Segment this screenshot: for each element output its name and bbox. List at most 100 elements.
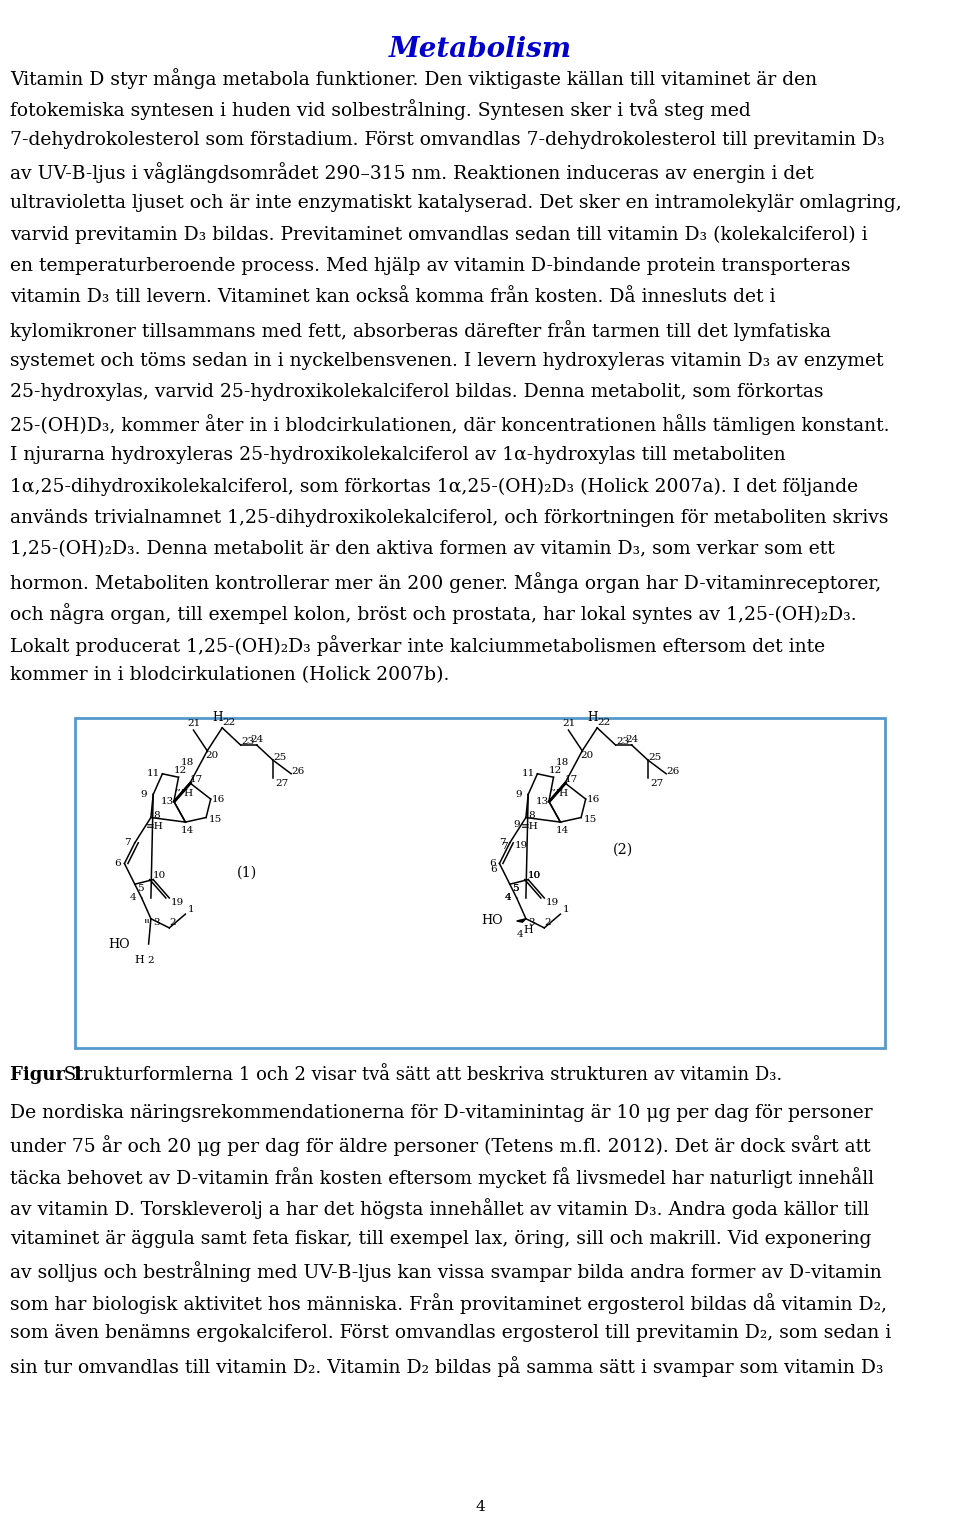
Text: 9: 9 <box>516 790 522 799</box>
Text: 1: 1 <box>188 905 195 914</box>
Text: 3: 3 <box>528 918 535 926</box>
Text: HO: HO <box>481 914 503 927</box>
Text: 21: 21 <box>562 718 575 727</box>
Text: hormon. Metaboliten kontrollerar mer än 200 gener. Många organ har D-vitaminrece: hormon. Metaboliten kontrollerar mer än … <box>10 571 881 593</box>
Text: H: H <box>523 924 533 935</box>
Text: ’’’H: ’’’H <box>175 788 194 798</box>
Text: 4: 4 <box>504 894 511 903</box>
Text: 9: 9 <box>141 790 147 799</box>
Text: HO: HO <box>108 938 131 950</box>
Text: varvid previtamin D₃ bildas. Previtaminet omvandlas sedan till vitamin D₃ (kolek: varvid previtamin D₃ bildas. Previtamine… <box>10 226 868 244</box>
Text: används trivialnamnet 1,25-dihydroxikolekalciferol, och förkortningen för metabo: används trivialnamnet 1,25-dihydroxikole… <box>10 509 889 527</box>
Text: 11: 11 <box>147 769 159 778</box>
Text: ": " <box>143 920 149 932</box>
Text: 24: 24 <box>250 735 263 744</box>
Text: 2: 2 <box>544 918 551 926</box>
Text: 13: 13 <box>536 798 548 805</box>
Text: 26: 26 <box>292 767 304 776</box>
Text: 7: 7 <box>501 842 508 851</box>
Text: ultravioletta ljuset och är inte enzymatiskt katalyserad. Det sker en intramolek: ultravioletta ljuset och är inte enzymat… <box>10 194 901 212</box>
Text: De nordiska näringsrekommendationerna för D-vitaminintag är 10 μg per dag för pe: De nordiska näringsrekommendationerna fö… <box>10 1105 873 1122</box>
Text: Figur 1.: Figur 1. <box>10 1067 90 1083</box>
Text: kylomikroner tillsammans med fett, absorberas därefter från tarmen till det lymf: kylomikroner tillsammans med fett, absor… <box>10 319 831 341</box>
Text: 7-dehydrokolesterol som förstadium. Först omvandlas 7-dehydrokolesterol till pre: 7-dehydrokolesterol som förstadium. Förs… <box>10 131 884 150</box>
Text: täcka behovet av D-vitamin från kosten eftersom mycket få livsmedel har naturlig: täcka behovet av D-vitamin från kosten e… <box>10 1167 874 1187</box>
Text: ≡H: ≡H <box>146 822 163 831</box>
Text: 27: 27 <box>650 778 663 787</box>
Text: 3: 3 <box>154 918 160 926</box>
Text: 23: 23 <box>616 736 629 746</box>
Text: 17: 17 <box>565 775 579 784</box>
Text: 2: 2 <box>169 918 176 926</box>
Text: 14: 14 <box>181 825 194 834</box>
Text: 12: 12 <box>174 766 187 775</box>
Text: Strukturformlerna 1 och 2 visar två sätt att beskriva strukturen av vitamin D₃.: Strukturformlerna 1 och 2 visar två sätt… <box>58 1067 782 1083</box>
Text: 6: 6 <box>114 859 121 868</box>
Text: 19: 19 <box>171 898 184 908</box>
Text: 1: 1 <box>563 905 569 914</box>
Text: av UV-B-ljus i våglängdsområdet 290–315 nm. Reaktionen induceras av energin i de: av UV-B-ljus i våglängdsområdet 290–315 … <box>10 162 814 183</box>
Text: 20: 20 <box>205 750 219 759</box>
Text: 9: 9 <box>514 821 520 828</box>
Text: 22: 22 <box>223 718 236 726</box>
Text: 4: 4 <box>504 894 511 903</box>
Text: Vitamin D styr många metabola funktioner. Den viktigaste källan till vitaminet ä: Vitamin D styr många metabola funktioner… <box>10 69 817 89</box>
Text: 25-hydroxylas, varvid 25-hydroxikolekalciferol bildas. Denna metabolit, som förk: 25-hydroxylas, varvid 25-hydroxikolekalc… <box>10 384 824 400</box>
Text: 10: 10 <box>153 871 165 880</box>
Text: 1,25-(OH)₂D₃. Denna metabolit är den aktiva formen av vitamin D₃, som verkar som: 1,25-(OH)₂D₃. Denna metabolit är den akt… <box>10 541 835 559</box>
Text: Lokalt producerat 1,25-(OH)₂D₃ påverkar inte kalciummetabolismen eftersom det in: Lokalt producerat 1,25-(OH)₂D₃ påverkar … <box>10 636 826 656</box>
Text: 11: 11 <box>521 769 535 778</box>
Text: (1): (1) <box>237 866 257 880</box>
Text: 5: 5 <box>513 885 518 894</box>
Text: 8: 8 <box>154 811 160 819</box>
Text: 6: 6 <box>491 865 497 874</box>
Text: 18: 18 <box>181 758 194 767</box>
Text: 21: 21 <box>187 718 200 727</box>
Text: 7: 7 <box>125 839 132 848</box>
Text: 25-(OH)D₃, kommer åter in i blodcirkulationen, där koncentrationen hålls tämlige: 25-(OH)D₃, kommer åter in i blodcirkulat… <box>10 414 890 435</box>
Text: 25: 25 <box>273 753 286 762</box>
Text: 12: 12 <box>549 766 563 775</box>
Text: 15: 15 <box>584 816 597 824</box>
Text: 8: 8 <box>528 811 535 819</box>
Text: som även benämns ergokalciferol. Först omvandlas ergosterol till previtamin D₂, : som även benämns ergokalciferol. Först o… <box>10 1325 891 1343</box>
Text: 10: 10 <box>527 871 540 880</box>
Text: 16: 16 <box>212 795 226 804</box>
Text: 4: 4 <box>475 1500 485 1514</box>
Text: ’’’H: ’’’H <box>550 788 569 798</box>
Text: ≡H: ≡H <box>520 822 539 831</box>
Text: 16: 16 <box>588 795 600 804</box>
Text: en temperaturberoende process. Med hjälp av vitamin D-bindande protein transport: en temperaturberoende process. Med hjälp… <box>10 257 851 275</box>
Text: 4: 4 <box>516 931 523 940</box>
Text: fotokemiska syntesen i huden vid solbestrålning. Syntesen sker i två steg med: fotokemiska syntesen i huden vid solbest… <box>10 99 751 121</box>
Text: H: H <box>212 711 223 724</box>
Text: av solljus och bestrålning med UV-B-ljus kan vissa svampar bilda andra former av: av solljus och bestrålning med UV-B-ljus… <box>10 1262 881 1282</box>
Text: 10: 10 <box>527 871 540 880</box>
Text: och några organ, till exempel kolon, bröst och prostata, har lokal syntes av 1,2: och några organ, till exempel kolon, brö… <box>10 604 856 625</box>
Text: 25: 25 <box>648 753 661 762</box>
Text: vitamin D₃ till levern. Vitaminet kan också komma från kosten. Då innesluts det : vitamin D₃ till levern. Vitaminet kan oc… <box>10 289 776 307</box>
Text: 6: 6 <box>490 859 496 868</box>
Bar <box>75 718 885 1048</box>
Text: av vitamin D. Torskleverolj a har det högsta innehållet av vitamin D₃. Andra god: av vitamin D. Torskleverolj a har det hö… <box>10 1198 869 1219</box>
Text: 19: 19 <box>545 898 559 908</box>
Text: 27: 27 <box>276 778 289 787</box>
Text: 19: 19 <box>515 840 528 850</box>
Text: 22: 22 <box>597 718 611 726</box>
Text: som har biologisk aktivitet hos människa. Från provitaminet ergosterol bildas då: som har biologisk aktivitet hos människa… <box>10 1293 887 1314</box>
Text: 17: 17 <box>190 775 204 784</box>
Text: 18: 18 <box>556 758 569 767</box>
Text: 15: 15 <box>208 816 222 824</box>
Text: H: H <box>588 711 598 724</box>
Text: 24: 24 <box>625 735 638 744</box>
Text: 23: 23 <box>241 736 254 746</box>
Text: 5: 5 <box>513 885 518 894</box>
Text: 5: 5 <box>137 885 144 894</box>
Text: sin tur omvandlas till vitamin D₂. Vitamin D₂ bildas på samma sätt i svampar som: sin tur omvandlas till vitamin D₂. Vitam… <box>10 1355 883 1377</box>
Text: 14: 14 <box>556 825 569 834</box>
Text: systemet och töms sedan in i nyckelbensvenen. I levern hydroxyleras vitamin D₃ a: systemet och töms sedan in i nyckelbensv… <box>10 351 883 370</box>
Text: I njurarna hydroxyleras 25-hydroxikolekalciferol av 1α-hydroxylas till metabolit: I njurarna hydroxyleras 25-hydroxikoleka… <box>10 446 785 465</box>
Text: 4: 4 <box>130 894 135 903</box>
Polygon shape <box>516 918 526 923</box>
Text: under 75 år och 20 μg per dag för äldre personer (Tetens m.fl. 2012). Det är doc: under 75 år och 20 μg per dag för äldre … <box>10 1135 871 1157</box>
